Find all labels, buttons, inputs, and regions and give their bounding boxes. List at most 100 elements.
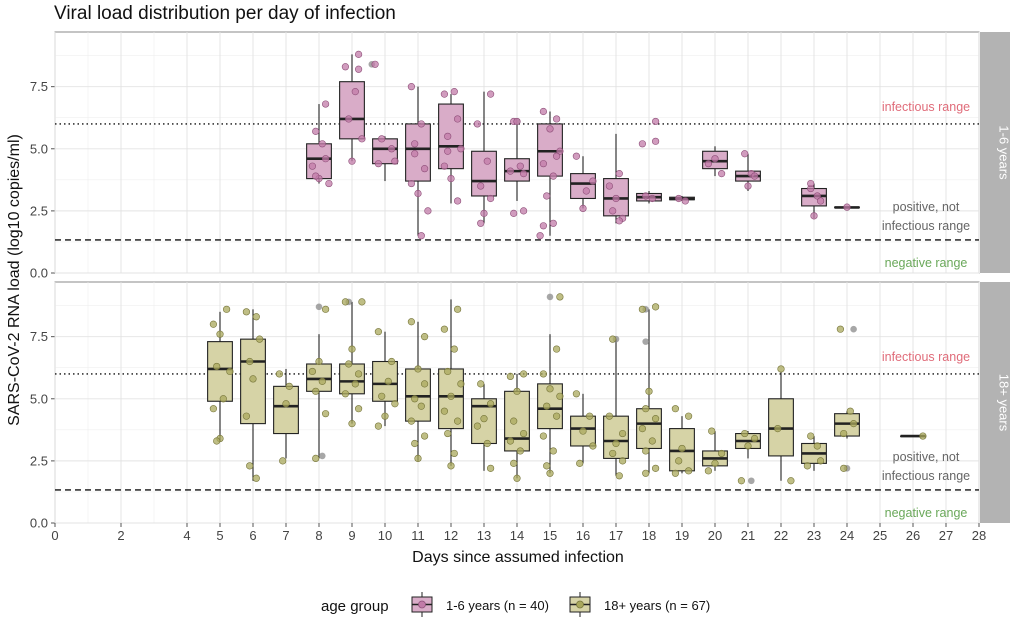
data-point [552,115,561,123]
data-point [454,417,462,425]
data-point [642,447,650,455]
data-point [351,88,359,96]
data-point [513,117,521,126]
data-point [519,207,528,215]
data-point [572,390,581,398]
outlier-point [319,452,326,460]
x-tick-label: 10 [378,528,392,543]
outlier-point [546,293,554,301]
data-point [810,212,818,220]
data-point [444,147,452,155]
outlier-point [748,477,755,485]
data-point [618,457,627,465]
data-point [483,439,491,448]
infectious-range-label: infectious range [882,100,970,114]
data-point [506,372,515,381]
data-point [651,303,660,311]
legend-key-adult [569,592,591,617]
data-point [816,197,825,205]
data-point [388,357,396,366]
data-point [440,325,449,333]
data-point [315,357,323,366]
data-point [242,308,250,316]
data-point [651,137,660,145]
data-point [318,377,326,385]
legend-key-young [411,592,433,617]
data-point [219,395,227,403]
data-point [539,107,548,116]
data-point [308,162,317,170]
data-point [348,345,356,353]
legend: age group 1-6 years (n = 40) 18+ years (… [321,592,710,617]
x-tick-label: 19 [675,528,689,543]
data-point [223,305,231,313]
data-point [355,65,363,73]
box-day-13 [471,91,497,224]
x-tick-label: 25 [873,528,887,543]
box-day-7 [273,368,299,459]
data-point [388,145,396,153]
data-point [444,429,452,438]
x-tick-label: 23 [807,528,821,543]
data-point [480,415,488,423]
outlier-point [850,325,857,333]
data-point [358,298,366,306]
data-point [612,194,620,203]
data-point [648,194,656,203]
x-tick-label: 20 [708,528,722,543]
data-point [444,132,452,140]
positive-range-label-line2: infectious range [882,469,970,483]
facet-strip [980,32,1010,273]
data-point [648,437,656,445]
data-point [378,135,386,143]
data-point [750,172,759,180]
x-tick-label: 4 [183,528,190,543]
data-point [477,182,485,190]
data-point [374,422,383,430]
data-point [605,182,614,190]
y-tick-label: 7.5 [30,79,48,94]
data-point [477,380,485,388]
x-tick-label: 15 [543,528,557,543]
data-point [549,447,557,455]
x-tick-label: 2 [117,528,124,543]
data-point [351,380,359,388]
data-point [454,305,462,313]
data-point [704,160,713,168]
data-point [737,477,746,485]
data-point [539,432,548,440]
data-point [487,400,495,408]
data-point [249,375,257,383]
x-tick-label: 21 [741,528,755,543]
x-tick-label: 5 [216,528,223,543]
data-point [539,222,548,230]
data-point [510,209,518,217]
data-point [519,370,528,378]
data-point [556,293,564,301]
data-point [246,462,254,470]
data-point [480,209,488,217]
y-tick-label: 0.0 [30,266,48,281]
data-point [711,155,719,163]
data-point [440,162,449,170]
data-point [411,150,419,158]
data-point [371,60,379,68]
data-point [711,459,719,467]
data-point [450,345,458,353]
data-point [642,192,650,200]
data-point [473,422,482,430]
x-tick-label: 17 [609,528,623,543]
data-point [374,160,383,168]
data-point [678,444,686,453]
data-point [312,454,320,463]
data-point [589,442,597,450]
data-point [552,345,561,353]
data-point [378,392,386,400]
panels: 0.0 2.5 5.0 7.5 infectious range positive, no… [30,31,1012,531]
data-point [741,150,749,158]
data-point [546,385,554,393]
data-point [671,469,680,477]
data-point [285,382,293,390]
data-point [836,325,845,333]
data-point [226,367,234,376]
